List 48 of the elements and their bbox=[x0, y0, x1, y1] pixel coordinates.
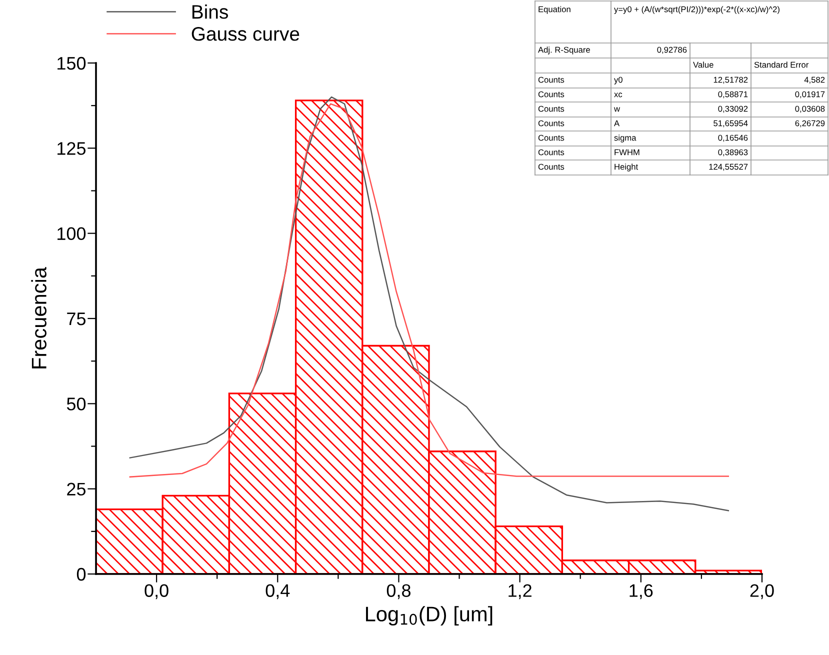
x-tick-label: 1,2 bbox=[508, 584, 532, 600]
annotation: 12,51782 bbox=[714, 76, 748, 84]
text: 0,92786 bbox=[657, 46, 687, 54]
y-axis-title: Frecuencia bbox=[31, 266, 46, 368]
y-tick-label: 50 bbox=[66, 398, 86, 410]
text: Equation bbox=[538, 6, 570, 14]
annotation: 51,65954 bbox=[714, 120, 748, 128]
text: 4,582 bbox=[804, 76, 825, 84]
annotation: Height bbox=[614, 164, 638, 172]
text: 6,26729 bbox=[795, 120, 825, 128]
x-tick-label: 0,8 bbox=[386, 584, 410, 600]
annotation: Counts bbox=[538, 134, 564, 141]
x-tick-label: 1,6 bbox=[630, 584, 653, 600]
annotation: Value bbox=[693, 62, 714, 68]
y-tick-label: 150 bbox=[58, 56, 86, 70]
x-tick-label: 0,4 bbox=[266, 584, 290, 600]
annotation: Counts bbox=[538, 106, 564, 112]
x-tick-label: 2,0 bbox=[750, 584, 774, 600]
annotation: Counts bbox=[538, 120, 564, 126]
text: Adj. R-Square bbox=[538, 46, 590, 54]
y-tick-label: 25 bbox=[67, 482, 86, 496]
annotation: Counts bbox=[538, 149, 564, 156]
legend-label: Bins bbox=[192, 4, 228, 19]
y-tick-label: 75 bbox=[67, 312, 86, 326]
y-tick-label: 125 bbox=[58, 142, 86, 155]
annotation: FWHM bbox=[614, 149, 640, 156]
annotation: 0,16546 bbox=[718, 134, 748, 142]
x-tick-label: 0,0 bbox=[144, 584, 168, 600]
text: 0,01917 bbox=[795, 91, 825, 98]
text: y=y0 + (A/(w*sqrt(PI/2)))*exp(-2*((x-xc)/w)^2) bbox=[614, 6, 780, 14]
x-axis-title: Log$_{10}$(D) [um] bbox=[366, 606, 492, 626]
annotation: A bbox=[614, 120, 620, 126]
annotation: Standard Error bbox=[754, 62, 809, 68]
annotation: 0,38963 bbox=[718, 149, 748, 156]
y-tick-label: 0 bbox=[76, 568, 86, 581]
annotation: 0,33092 bbox=[718, 106, 748, 113]
text: 0,03608 bbox=[795, 106, 825, 113]
annotation: y0 bbox=[614, 76, 622, 84]
annotation: xc bbox=[614, 92, 622, 98]
annotation: w bbox=[614, 107, 620, 112]
y-tick-label: 100 bbox=[58, 227, 86, 240]
annotation: 124,55527 bbox=[709, 164, 748, 171]
annotation: Counts bbox=[538, 76, 564, 83]
annotation: sigma bbox=[614, 134, 636, 142]
annotation: Counts bbox=[538, 91, 564, 98]
legend-label: Gauss curve bbox=[192, 27, 300, 41]
annotation: Counts bbox=[538, 164, 564, 170]
annotation: 0,58871 bbox=[718, 91, 748, 98]
